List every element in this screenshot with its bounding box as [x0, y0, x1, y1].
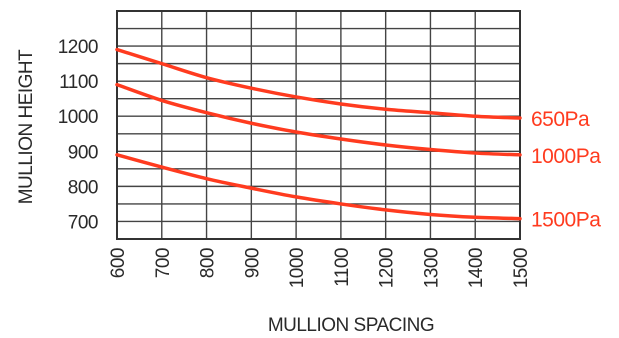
y-tick-label: 900 — [68, 142, 98, 163]
y-tick-label: 1100 — [59, 72, 98, 93]
y-tick-labels: 700 800 900 1000 1100 1200 — [58, 37, 99, 233]
series-line-1500Pa — [115, 153, 522, 221]
grid — [116, 10, 521, 240]
x-tick-label: 700 — [153, 248, 174, 278]
series-label-650Pa: 650Pa — [531, 108, 590, 131]
y-tick-label: 1000 — [58, 107, 98, 128]
x-axis-title: MULLION SPACING — [268, 315, 434, 336]
y-tick-label: 800 — [68, 177, 98, 198]
series-lines — [115, 47, 522, 221]
x-tick-label: 1500 — [511, 248, 532, 288]
plot-frame — [116, 10, 521, 240]
x-tick-label: 600 — [108, 248, 129, 278]
y-tick-label: 700 — [68, 212, 98, 233]
x-tick-label: 1200 — [377, 248, 398, 288]
x-tick-label: 1300 — [421, 248, 442, 288]
x-tick-labels: 600 700 800 900 1000 1100 1200 1300 1400 1500 — [108, 248, 532, 288]
x-tick-label: 1100 — [332, 248, 353, 287]
x-tick-label: 800 — [198, 248, 219, 278]
series-label-1000Pa: 1000Pa — [531, 145, 601, 168]
series-line-650Pa — [115, 47, 522, 120]
series-label-1500Pa: 1500Pa — [531, 209, 601, 232]
y-tick-label: 1200 — [58, 37, 98, 58]
x-tick-label: 1000 — [287, 248, 308, 288]
series-line-1000Pa — [115, 82, 522, 157]
x-tick-label: 900 — [242, 248, 263, 278]
y-axis-title: MULLION HEIGHT — [16, 49, 37, 204]
x-tick-label: 1400 — [466, 248, 487, 288]
series-labels: 650Pa 1000Pa 1500Pa — [531, 108, 602, 232]
